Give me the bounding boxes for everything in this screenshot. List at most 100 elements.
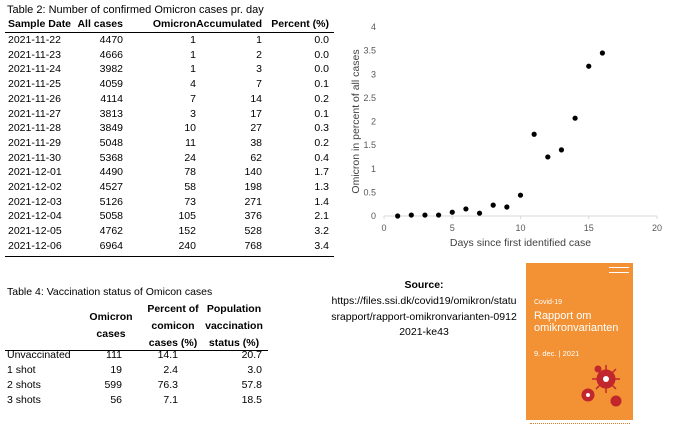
x-axis-title: Days since first identified case [450,237,591,249]
data-point [476,210,483,216]
data-point [599,50,606,56]
table-cell: 3849 [99,122,123,135]
rule [5,350,268,351]
table-cell: 56 [110,394,122,406]
data-point [545,154,551,160]
table-cell: 10 [184,122,196,135]
table-cell: 19 [110,364,122,376]
column-header: cases [96,328,126,340]
table-cell: 152 [178,225,196,238]
column-header: status (%) [208,337,260,349]
table-cell: 528 [244,225,262,238]
table-cell: 4059 [99,78,123,91]
column-header: Sample Date [8,18,72,30]
table-cell: 2.1 [314,210,329,223]
x-tick-label: 20 [652,223,662,233]
table-cell: 4666 [99,48,123,61]
data-point [517,192,524,198]
table-cell: 0.1 [314,78,329,91]
table-cell: 2021-11-25 [8,78,61,91]
table-cell: 1 shot [7,364,36,376]
table-cell: 2 shots [7,379,41,391]
column-header: Omicron [152,18,196,30]
data-point [422,212,428,218]
table-cell: 24 [184,151,196,164]
table-cell: 0.0 [314,48,329,61]
table-cell: 20.7 [241,349,262,361]
y-tick-label: 2 [371,117,376,127]
data-point [504,204,510,210]
column-header: Accumulated [196,18,262,30]
data-point [572,115,578,121]
table-cell: 2021-12-03 [8,195,62,208]
cover-title: Rapport om omikronvarianten [534,310,619,334]
table-cell: 78 [184,166,196,179]
table-cell: 140 [244,166,262,179]
table-cell: 0.1 [314,107,329,120]
table-cell: 76.3 [157,379,178,391]
table-cell: 376 [244,210,262,223]
x-tick-label: 15 [584,223,594,233]
table-cell: 5126 [99,195,123,208]
table-cell: 18.5 [241,394,262,406]
table-cell: 5058 [99,210,123,223]
table-cell: 3.0 [247,364,262,376]
x-tick-label: 10 [515,223,525,233]
table-cell: 11 [185,136,196,149]
table-cell: 4114 [100,92,123,105]
table-cell: 1.7 [314,166,329,179]
table-title: Table 2: Number of confirmed Omicron cas… [7,4,264,16]
table-cell: 1 [190,34,196,46]
table-cell: 2021-12-06 [8,239,62,252]
table-cell: 2021-12-01 [8,166,62,179]
cover-footer [530,423,630,424]
y-tick-label: 1 [371,164,376,174]
table-cell: 2021-12-02 [8,181,62,193]
table-cell: 5048 [99,136,123,149]
table-cell: 0.3 [314,122,329,135]
table-cell: 2021-11-24 [8,63,61,76]
table-cell: 57.8 [241,379,262,391]
table-cell: 1.4 [314,195,329,208]
table-cell: 3.4 [314,239,329,252]
table-cell: 2.4 [163,364,178,376]
table-cell: 38 [250,136,262,149]
data-point [436,212,442,218]
table-cell: 5368 [99,151,123,164]
table-cell: 2021-11-26 [8,92,61,105]
data-point [449,209,455,215]
table-cell: 0.2 [314,92,329,105]
table-cell: 14 [250,92,262,105]
column-header: cases (%) [148,337,198,349]
y-tick-label: 1.5 [363,140,376,150]
data-point [531,131,537,137]
cover-kicker: Covid-19 [534,299,563,306]
data-point [408,212,414,218]
column-header: Population [206,303,262,315]
table-cell: 2021-11-30 [8,151,61,164]
x-tick-label: 0 [381,223,386,233]
table-cell: 2021-12-04 [8,210,62,223]
table-cell: 2021-11-23 [8,48,61,61]
table-cell: 3813 [99,107,123,120]
table-cell: 1 [190,48,196,61]
table-cell: 14.1 [157,349,178,361]
table-cell: 105 [178,210,196,223]
table-cell: 3 [256,63,262,76]
table-cell: 1 [190,63,196,76]
y-tick-label: 4 [371,22,376,32]
table-cell: 2021-11-27 [8,107,61,120]
table-cell: 0.0 [314,63,329,76]
table-cell: 6964 [99,239,123,252]
source-url: https://files.ssi.dk/covid19/omikron/sta… [331,295,517,338]
table-cell: 2021-11-22 [8,34,61,46]
table-cell: 1.3 [314,181,329,193]
table-cell: 3.2 [314,225,329,238]
y-tick-label: 2.5 [363,93,376,103]
table-cell: 62 [250,151,262,164]
data-point [586,63,592,69]
table-cell: 7.1 [163,394,178,406]
table-cell: Unvaccinated [7,349,71,361]
table-cell: 2021-12-05 [8,225,62,238]
table-cell: 3982 [99,63,123,76]
